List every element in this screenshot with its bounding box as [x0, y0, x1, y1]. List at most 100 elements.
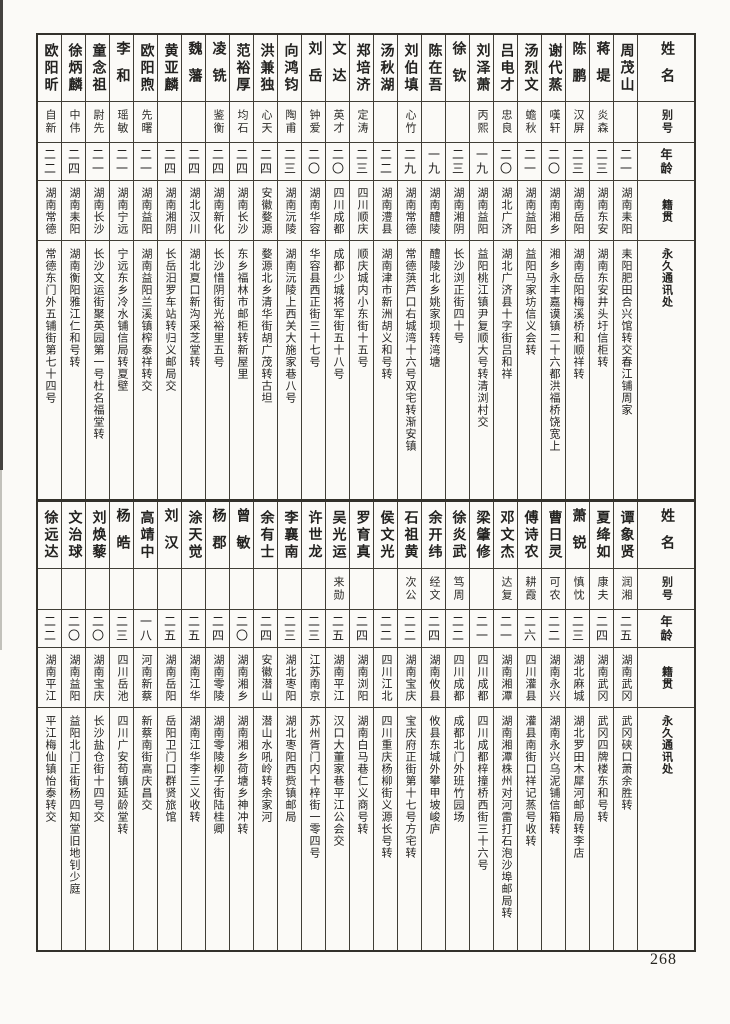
alias-cell [158, 569, 181, 610]
alias-cell [254, 569, 277, 610]
alias-cell [278, 569, 301, 610]
person-address: 常德葓芦口右城湾十六号双宅转渐安镇 [404, 248, 416, 452]
person-name: 魏藩 [186, 41, 202, 95]
person-columns-lower: 徐远达 二二 湖南平江 平江梅仙镇怡泰转交 文治球 二〇 湖南益阳 益阳北门正街… [38, 502, 638, 950]
alias-cell [182, 102, 205, 143]
alias-cell: 经文 [422, 569, 445, 610]
person-name: 童念祖 [90, 42, 106, 94]
person-origin: 湖南醴陵 [428, 186, 440, 235]
name-cell: 凌铣 [206, 35, 229, 102]
person-alias: 润湘 [620, 576, 632, 602]
person-alias: 先曙 [140, 109, 152, 135]
person-column: 蒋堤 炎森 二三 湖南东安 湖南东安井头圩信柜转 [590, 35, 614, 499]
address-cell: 湘乡永丰嘉谟镇二十六都洪福桥饶宽上 [542, 241, 565, 499]
person-age: 二三 [594, 147, 609, 176]
header-origin-cell: 籍贯 [638, 648, 694, 708]
person-name: 侯文光 [378, 509, 394, 561]
person-column: 谭象贤 润湘 二五 湖南武冈 武冈硖口萧余胜转 [614, 502, 638, 950]
age-cell: 二四 [158, 143, 181, 181]
address-cell: 岳阳卫门口群贤旅馆 [158, 708, 181, 950]
name-cell: 刘岳 [302, 35, 325, 102]
header-name-cell: 姓名 [638, 502, 694, 569]
person-origin: 湖南湘乡 [548, 186, 560, 235]
person-alias: 康夫 [596, 576, 608, 602]
person-address: 湖南沅陵上西关大施家巷八号 [284, 248, 296, 404]
person-address: 成都少城将军街五十八号 [332, 248, 344, 380]
header-address-label: 永久通讯处 [660, 248, 673, 308]
person-name: 石祖黄 [402, 509, 418, 561]
alias-cell: 蟾秋 [518, 102, 541, 143]
person-column: 刘汉 二五 湖南岳阳 岳阳卫门口群贤旅馆 [158, 502, 182, 950]
person-alias: 经文 [428, 576, 440, 602]
age-cell: 二三 [278, 143, 301, 181]
alias-cell [206, 569, 229, 610]
address-cell: 湖南津市新洲胡义和号转 [374, 241, 397, 499]
name-cell: 高靖中 [134, 502, 157, 569]
age-cell: 二一 [614, 143, 637, 181]
address-cell: 长沙惜阴街光裕里五号 [206, 241, 229, 499]
person-alias: 钟爱 [308, 109, 320, 135]
alias-cell: 康夫 [590, 569, 613, 610]
address-cell: 灌县南街口祥记蒸号收转 [518, 708, 541, 950]
person-name: 汤烈文 [522, 42, 538, 94]
person-address: 湖南津市新洲胡义和号转 [380, 248, 392, 380]
alias-cell [374, 569, 397, 610]
header-age-label: 年龄 [659, 614, 673, 643]
name-cell: 徐远达 [38, 502, 61, 569]
person-address: 东乡福林市邮柜转新屋里 [236, 248, 248, 380]
name-cell: 洪兼独 [254, 35, 277, 102]
person-origin: 湖南岳阳 [572, 186, 584, 235]
person-name: 刘伯填 [402, 42, 418, 94]
address-cell: 武冈硖口萧余胜转 [614, 708, 637, 950]
person-origin: 湖南湘潭 [500, 653, 512, 702]
person-name: 刘汉 [162, 508, 178, 562]
name-cell: 吴光运 [326, 502, 349, 569]
alias-cell: 可农 [542, 569, 565, 610]
origin-cell: 湖南岳阳 [158, 648, 181, 708]
age-cell: 二五 [614, 610, 637, 648]
name-cell: 石祖黄 [398, 502, 421, 569]
person-column: 徐钦 二三 湖南湘阴 长沙浏正街四十号 [446, 35, 470, 499]
age-cell: 二一 [134, 143, 157, 181]
alias-cell: 均石 [230, 102, 253, 143]
person-age: 二五 [162, 614, 177, 643]
person-age: 二四 [66, 147, 81, 176]
person-age: 二九 [402, 147, 417, 176]
alias-cell [422, 102, 445, 143]
address-cell: 华容县西正街三十七号 [302, 241, 325, 499]
person-column: 欧阳煦 先曙 二一 湖南益阳 湖南益阳兰溪镇榨泰祥转交 [134, 35, 158, 499]
name-cell: 吕电才 [494, 35, 517, 102]
person-address: 益阳马家坊信义会转 [524, 248, 536, 356]
person-columns-upper: 欧阳昕 自新 二二 湖南常德 常德东门外五铺街第七十四号 徐炳麟 中伟 二四 湖… [38, 35, 638, 499]
person-column: 石祖黄 次公 二二 湖南宝庆 宝庆府正街第十七号方宅转 [398, 502, 422, 950]
alias-cell [86, 569, 109, 610]
origin-cell: 湖南武冈 [590, 648, 613, 708]
person-address: 耒阳肥田合兴馆转交春江铺周家 [620, 248, 632, 416]
alias-cell: 汉屏 [566, 102, 589, 143]
origin-cell: 四川灌县 [518, 648, 541, 708]
person-name: 高靖中 [138, 509, 154, 561]
alias-cell: 鉴衡 [206, 102, 229, 143]
address-cell: 湖南湘潭株州对河雷打石泡沙埠邮局转 [494, 708, 517, 950]
person-origin: 湖南武冈 [620, 653, 632, 702]
person-name: 文治球 [66, 509, 82, 561]
age-cell: 二三 [566, 610, 589, 648]
person-age: 二二 [378, 147, 393, 176]
name-cell: 涂天觉 [182, 502, 205, 569]
person-name: 欧阳煦 [138, 42, 154, 94]
person-origin: 湖南攸县 [428, 653, 440, 702]
person-alias: 嘆轩 [548, 109, 560, 135]
age-cell: 二五 [158, 610, 181, 648]
origin-cell: 湖南澧县 [374, 181, 397, 241]
person-age: 二六 [522, 614, 537, 643]
person-origin: 湖南耒阳 [68, 186, 80, 235]
person-age: 二四 [210, 147, 225, 176]
person-address: 四川重庆杨柳街义源长号转 [380, 715, 392, 859]
origin-cell: 湖南长沙 [86, 181, 109, 241]
person-name: 蒋堤 [594, 41, 610, 95]
name-cell: 刘汉 [158, 502, 181, 569]
person-name: 陈在吾 [426, 42, 442, 94]
age-cell: 一九 [422, 143, 445, 181]
alias-cell: 心竹 [398, 102, 421, 143]
